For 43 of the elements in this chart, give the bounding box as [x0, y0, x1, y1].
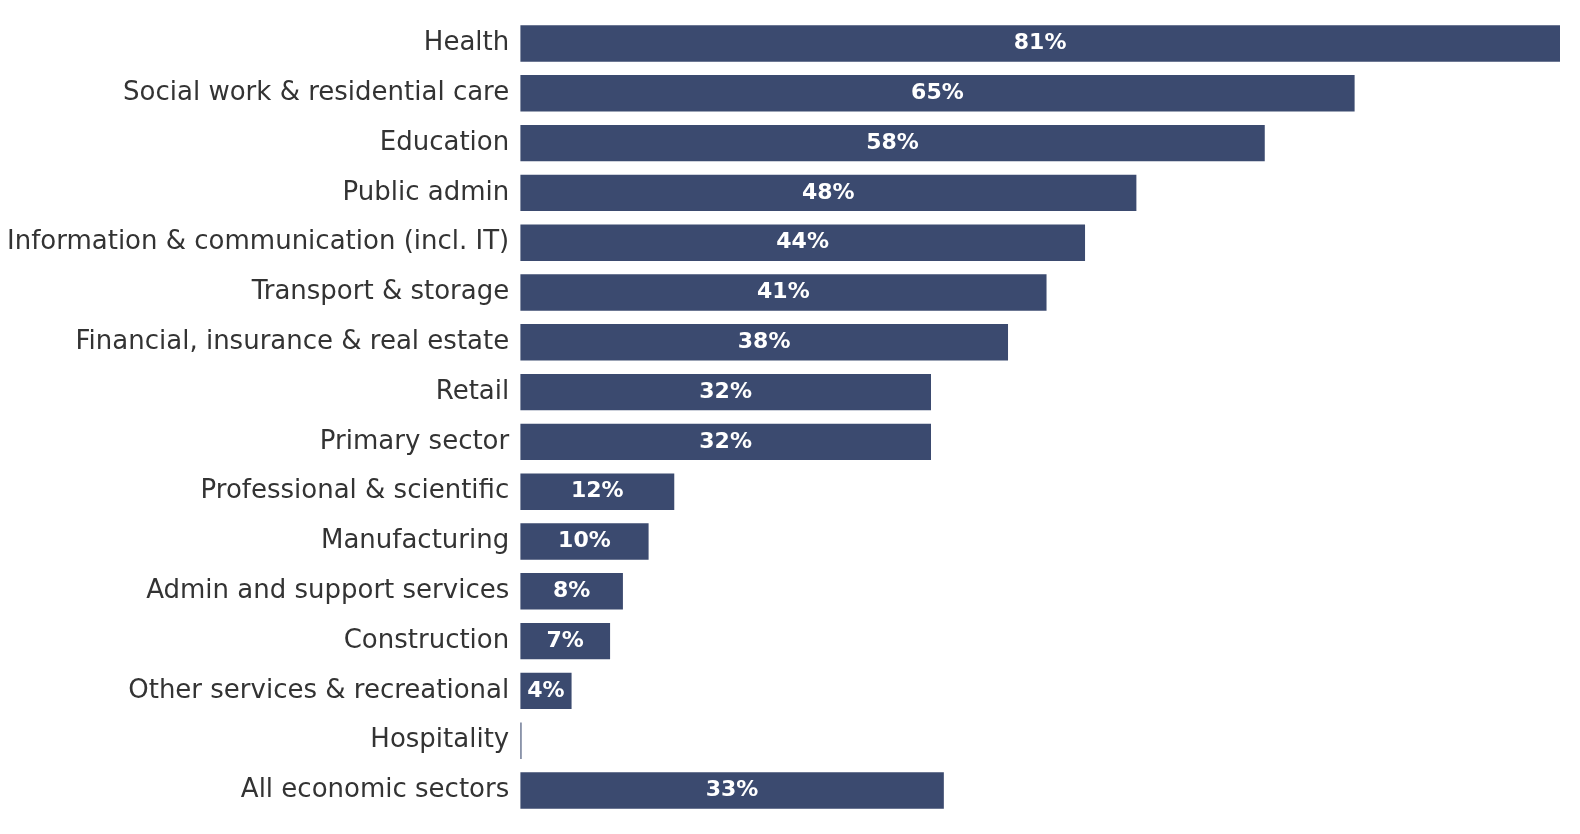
y-tick-label: Manufacturing [320, 524, 510, 555]
data-label: 4% [527, 676, 565, 702]
bar [520, 124, 1265, 162]
data-label: 8% [552, 577, 591, 603]
y-tick-label: Construction [343, 623, 510, 654]
data-label: 41% [757, 278, 810, 304]
data-label: 48% [801, 178, 855, 204]
bar [520, 25, 1560, 62]
bar [520, 523, 649, 560]
y-tick-label: Transport & storage [250, 275, 510, 306]
data-label: 81% [1013, 29, 1067, 55]
data-label: 44% [776, 228, 829, 254]
data-label: 33% [705, 776, 759, 802]
bar [520, 274, 1047, 311]
data-label: 38% [737, 328, 791, 354]
data-label: 58% [866, 128, 919, 154]
data-label: 7% [546, 626, 584, 652]
data-label: 12% [570, 477, 624, 503]
data-label: 32% [699, 427, 752, 453]
bar [520, 324, 1009, 361]
y-tick-label: Information & communication (incl. IT) [6, 225, 510, 256]
y-tick-label: Primary sector [319, 424, 510, 455]
data-label: 65% [911, 79, 964, 105]
bar [520, 224, 1086, 261]
y-tick-label: Health [423, 26, 510, 57]
y-tick-label: Retail [435, 374, 510, 405]
bar [520, 423, 931, 461]
y-tick-label: Other services & recreational [128, 673, 510, 704]
y-tick-label: Social work & residential care [123, 76, 510, 107]
y-tick-label: Financial, insurance & real estate [75, 325, 510, 356]
bar [520, 772, 944, 809]
bar [520, 473, 675, 510]
y-tick-label: Public admin [342, 175, 510, 206]
data-label: 10% [558, 527, 611, 553]
y-tick-label: Education [379, 125, 510, 156]
y-tick-label: Professional & scientific [200, 474, 510, 505]
y-tick-label: Hospitality [370, 723, 510, 754]
y-tick-label: Admin and support services [146, 574, 510, 605]
data-label: 32% [699, 377, 752, 403]
bar [520, 174, 1137, 212]
bar [520, 373, 931, 411]
y-tick-label: All economic sectors [240, 773, 510, 804]
bar [520, 75, 1355, 112]
